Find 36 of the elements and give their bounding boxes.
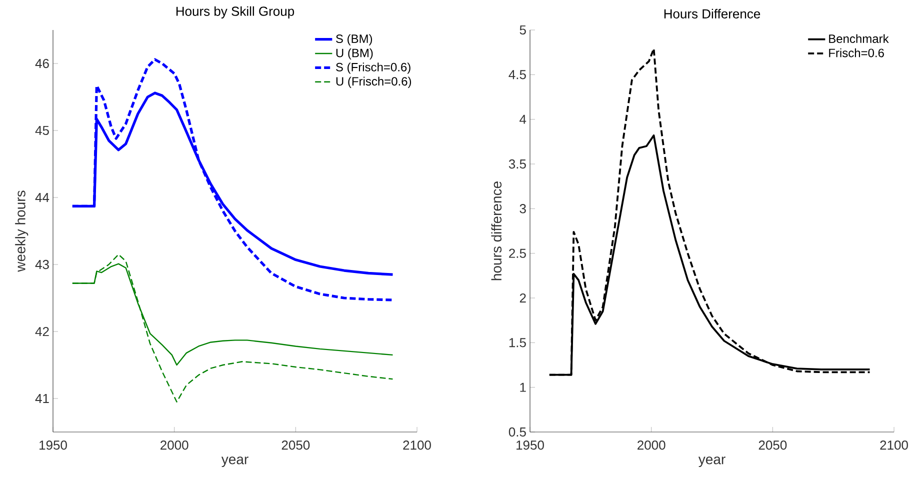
y-tick-label: 2 bbox=[520, 293, 526, 303]
y-axis-title: hours difference bbox=[491, 182, 502, 280]
legend-label: S (BM) bbox=[336, 34, 372, 46]
chart-title: Hours by Skill Group bbox=[176, 6, 294, 18]
chart-title: Hours Difference bbox=[664, 8, 760, 18]
y-tick-label: 4 bbox=[520, 114, 526, 124]
x-tick-label: 2000 bbox=[638, 440, 666, 450]
y-tick-label: 44 bbox=[35, 193, 50, 202]
y-tick-label: 1 bbox=[520, 382, 526, 392]
legend-label: Frisch=0.6 bbox=[829, 48, 884, 58]
y-tick-label: 1.5 bbox=[509, 338, 526, 348]
y-tick-label: 42 bbox=[35, 326, 49, 336]
x-tick-label: 1950 bbox=[40, 440, 67, 450]
y-tick-label: 3.5 bbox=[508, 159, 526, 169]
y-tick-label: 46 bbox=[35, 58, 49, 68]
legend-label: S (Frisch=0.6) bbox=[336, 62, 410, 74]
legend-label: Benchmark bbox=[829, 34, 889, 43]
y-tick-label: 43 bbox=[35, 260, 49, 270]
x-axis-title: year bbox=[698, 456, 726, 468]
x-tick-label: 1950 bbox=[516, 440, 544, 450]
y-tick-label: 5 bbox=[520, 25, 526, 35]
x-tick-label: 2100 bbox=[403, 440, 431, 450]
x-tick-label: 2100 bbox=[880, 440, 908, 450]
legend-label: U (Frisch=0.6) bbox=[336, 76, 412, 88]
x-axis-title: year bbox=[221, 456, 248, 468]
legend-label: U (BM) bbox=[336, 48, 373, 60]
x-tick-label: 2050 bbox=[282, 440, 310, 450]
y-axis-title: weekly hours bbox=[15, 190, 28, 272]
y-tick-label: 4.5 bbox=[508, 70, 526, 80]
y-tick-label: 0.5 bbox=[508, 427, 526, 437]
y-tick-label: 3 bbox=[520, 204, 526, 214]
x-tick-label: 2050 bbox=[758, 440, 787, 450]
y-tick-label: 2.5 bbox=[509, 248, 526, 258]
y-tick-label: 45 bbox=[35, 126, 49, 136]
x-tick-label: 2000 bbox=[160, 440, 188, 450]
y-tick-label: 41 bbox=[35, 394, 49, 403]
